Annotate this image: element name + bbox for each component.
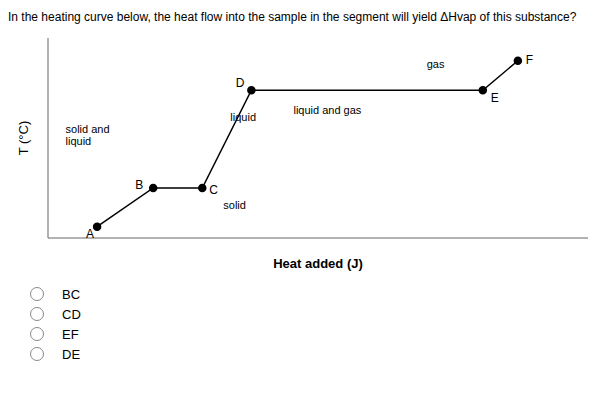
html-text:EF: EF	[62, 326, 79, 342]
svg-text:T (°C): T (°C)	[16, 121, 31, 156]
html-text:DE: DE	[62, 346, 81, 362]
svg-text:liquid: liquid	[230, 110, 256, 122]
svg-text:D: D	[236, 76, 245, 90]
html-text:In the heating curve below, th: In the heating curve below, the heat flo…	[8, 10, 577, 24]
svg-text:solid: solid	[223, 199, 246, 211]
svg-text:E: E	[491, 91, 499, 105]
svg-text:A: A	[86, 227, 94, 238]
svg-text:solid andliquid: solid andliquid	[66, 123, 110, 147]
svg-text:C: C	[209, 183, 218, 197]
svg-text:gas: gas	[427, 58, 445, 70]
svg-text:Heat added (J): Heat added (J)	[273, 256, 363, 271]
html-text:BC: BC	[62, 286, 81, 302]
svg-text:B: B	[135, 178, 143, 192]
html-text:CD: CD	[62, 306, 81, 322]
svg-text:F: F	[526, 53, 533, 67]
svg-text:liquid and gas: liquid and gas	[293, 104, 361, 116]
